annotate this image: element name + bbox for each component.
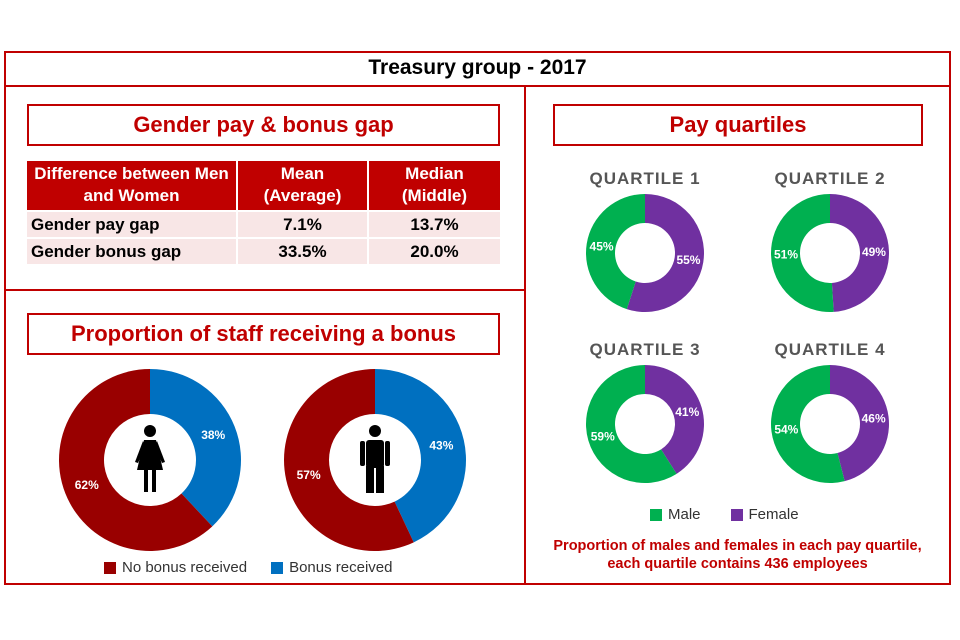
- slice-label-bonus-received: 43%: [429, 438, 453, 452]
- bonus-swatch: [271, 561, 284, 574]
- slice-label-female: 41%: [675, 405, 699, 419]
- median-value: 20.0%: [367, 237, 500, 264]
- slice-no-bonus-received: [284, 369, 414, 551]
- slice-label-no-bonus-received: 62%: [75, 478, 99, 492]
- slice-male: [771, 365, 845, 483]
- slice-female: [830, 194, 889, 312]
- mean-value: 7.1%: [237, 210, 369, 238]
- slice-label-male: 45%: [590, 239, 614, 253]
- quartile-title: QUARTILE 4: [774, 340, 885, 359]
- outer-frame: [4, 51, 951, 585]
- quartile-title: QUARTILE 1: [589, 169, 700, 188]
- header-mean: Mean (Average): [237, 161, 369, 211]
- bonus-donut-male: 43% 57%: [284, 369, 466, 551]
- slice-label-bonus-received: 38%: [201, 428, 225, 442]
- quartile-note: Proportion of males and females in each …: [553, 538, 922, 572]
- quartile-title: QUARTILE 3: [589, 340, 700, 359]
- slice-female: [830, 365, 889, 482]
- bonus-section-title: Proportion of staff receiving a bonus: [27, 313, 500, 355]
- quartile-1-donut: QUARTILE 1 55% 45%: [586, 169, 704, 312]
- page-title: Treasury group - 2017: [4, 51, 951, 87]
- table-row: Gender bonus gap 33.5% 20.0%: [27, 237, 500, 264]
- slice-female: [645, 365, 704, 474]
- no-bonus-swatch: [104, 561, 116, 574]
- male-swatch: [650, 508, 662, 521]
- slice-no-bonus-received: [59, 369, 213, 551]
- quartile-3-donut: QUARTILE 3 41% 59%: [586, 340, 704, 483]
- slice-male: [770, 194, 834, 312]
- slice-label-male: 54%: [774, 423, 798, 437]
- quartile-section-title: Pay quartiles: [553, 104, 923, 146]
- male-legend-label: Male: [668, 506, 701, 523]
- horizontal-divider: [4, 289, 525, 291]
- female-swatch: [730, 508, 743, 521]
- slice-female: [626, 194, 704, 312]
- slice-male: [586, 194, 645, 310]
- median-value: 13.7%: [367, 210, 500, 238]
- slice-label-female: 46%: [862, 412, 886, 426]
- table-header-row: Difference between Men and Women Mean (A…: [27, 161, 500, 211]
- header-difference: Difference between Men and Women: [27, 161, 238, 211]
- female-legend-label: Female: [748, 506, 799, 523]
- slice-male: [586, 365, 677, 483]
- slice-label-male: 59%: [591, 429, 615, 443]
- row-label: Gender bonus gap: [27, 237, 238, 264]
- gap-section-title: Gender pay & bonus gap: [27, 104, 500, 146]
- mean-value: 33.5%: [237, 237, 369, 264]
- quartile-title: QUARTILE 2: [774, 169, 885, 188]
- bonus-legend-label: Bonus received: [289, 559, 393, 576]
- row-label: Gender pay gap: [27, 210, 238, 238]
- bonus-donut-female: 38% 62%: [59, 369, 242, 551]
- gap-table: Difference between Men and Women Mean (A…: [27, 161, 500, 264]
- vertical-divider: [524, 86, 526, 584]
- no-bonus-legend-label: No bonus received: [122, 559, 248, 576]
- slice-label-male: 51%: [774, 248, 798, 262]
- quartile-4-donut: QUARTILE 4 46% 54%: [771, 340, 889, 483]
- female-icon: [135, 425, 165, 492]
- slice-bonus-received: [150, 369, 242, 527]
- slice-label-no-bonus-received: 57%: [297, 468, 321, 482]
- male-icon: [360, 425, 390, 493]
- table-row: Gender pay gap 7.1% 13.7%: [27, 210, 500, 238]
- slice-label-female: 55%: [676, 253, 700, 267]
- slice-label-female: 49%: [862, 245, 886, 259]
- bonus-legend: No bonus received Bonus received: [104, 559, 392, 576]
- quartile-legend: Male Female: [650, 506, 799, 523]
- slice-bonus-received: [375, 369, 466, 543]
- header-median: Median (Middle): [367, 161, 500, 211]
- quartile-2-donut: QUARTILE 2 49% 51%: [770, 169, 889, 312]
